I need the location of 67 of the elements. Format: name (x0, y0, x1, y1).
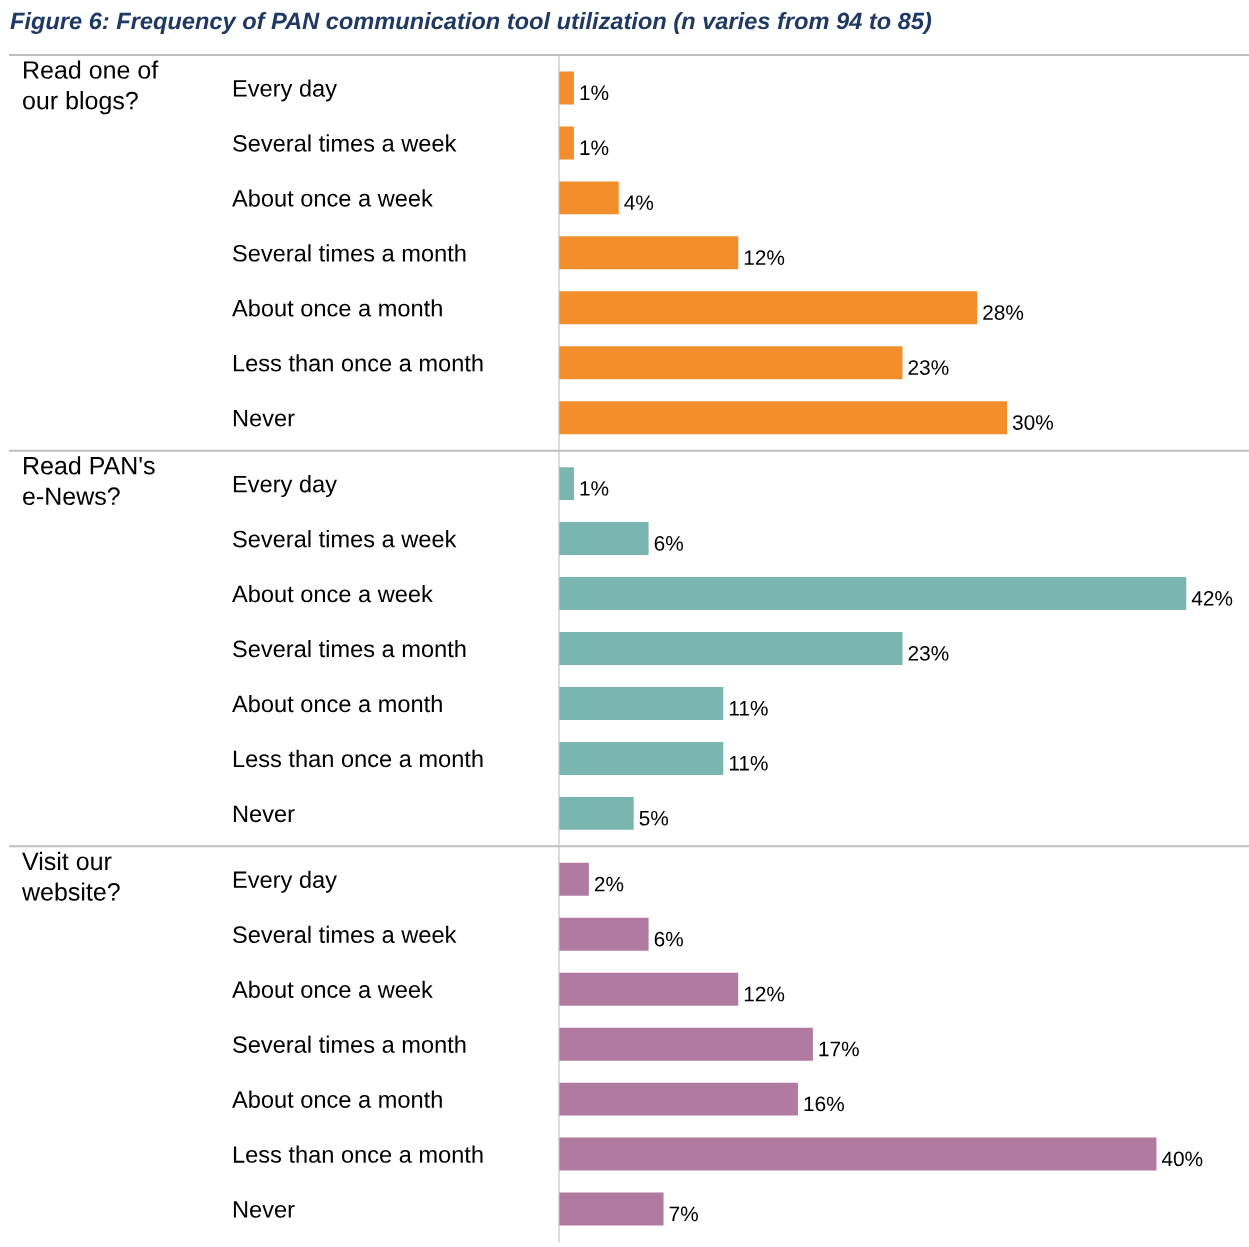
y-axis-title: Read PAN's e-News? (23, 456, 155, 506)
y-tick-label: About once a month (232, 1090, 442, 1108)
y-axis-title: Read one of our blogs? (23, 60, 159, 115)
data-label: 30% (1012, 415, 1054, 430)
data-label: 4% (624, 195, 654, 210)
y-tick-label: Every day (233, 870, 337, 893)
bar (559, 1137, 1157, 1171)
y-tick-label: Several times a month (233, 1035, 466, 1053)
y-tick-label: Never (233, 410, 295, 427)
bar (559, 862, 589, 896)
data-label: 11% (729, 755, 768, 771)
data-label: 12% (744, 250, 785, 265)
y-tick-label: About once a week (232, 980, 433, 998)
bar (559, 181, 619, 215)
y-tick-label: About once a week (232, 189, 433, 207)
y-tick-label: Less than once a month (233, 354, 483, 372)
y-tick-label: Less than once a month (233, 749, 483, 768)
bar (559, 71, 574, 105)
data-label: 17% (819, 1041, 859, 1057)
bar (559, 522, 649, 556)
data-label: 11% (729, 700, 768, 716)
bar (559, 796, 634, 830)
bar (559, 577, 1187, 611)
bar (559, 1192, 664, 1226)
chart-title: Figure 6: Frequency of PAN communication tool utilization (n varies from 94 to 85) (10, 12, 932, 35)
y-tick-label: Several times a week (233, 530, 457, 548)
data-label: 16% (804, 1096, 844, 1112)
y-tick-label: Several times a month (233, 639, 466, 658)
data-label: 1% (580, 481, 609, 496)
data-label: 2% (594, 876, 624, 892)
data-label: 23% (908, 645, 949, 661)
data-label: 42% (1191, 590, 1233, 606)
data-label: 28% (983, 305, 1024, 320)
y-tick-label: Never (233, 1201, 295, 1218)
y-tick-label: About once a month (232, 694, 442, 713)
data-label: 6% (654, 536, 683, 551)
bar (559, 972, 739, 1006)
data-label: 12% (744, 986, 785, 1002)
bar (559, 346, 903, 380)
y-tick-label: Several times a week (233, 925, 457, 944)
y-tick-label: Never (233, 805, 295, 823)
bar (559, 126, 574, 160)
bar (559, 291, 978, 325)
bar (559, 401, 1008, 435)
bar (559, 1082, 798, 1116)
bar (559, 741, 724, 775)
bar (559, 467, 574, 501)
y-tick-label: Several times a month (233, 244, 466, 262)
y-tick-label: Several times a week (233, 134, 457, 152)
y-axis-title: Visit our website? (21, 851, 120, 901)
bar (559, 632, 903, 665)
data-label: 6% (654, 931, 683, 947)
y-tick-label: About once a month (232, 299, 442, 317)
y-tick-label: Less than once a month (233, 1145, 483, 1163)
bar (559, 686, 724, 720)
data-label: 1% (580, 140, 609, 156)
bar (559, 1027, 813, 1061)
data-label: 1% (580, 85, 609, 101)
data-label: 23% (908, 360, 949, 375)
data-label: 5% (639, 810, 669, 826)
bar (559, 917, 649, 951)
y-tick-label: About once a week (232, 584, 433, 603)
data-label: 40% (1161, 1151, 1203, 1167)
y-tick-label: Every day (233, 79, 337, 102)
bar (559, 236, 739, 270)
y-tick-label: Every day (233, 475, 337, 498)
data-label: 7% (669, 1206, 698, 1222)
